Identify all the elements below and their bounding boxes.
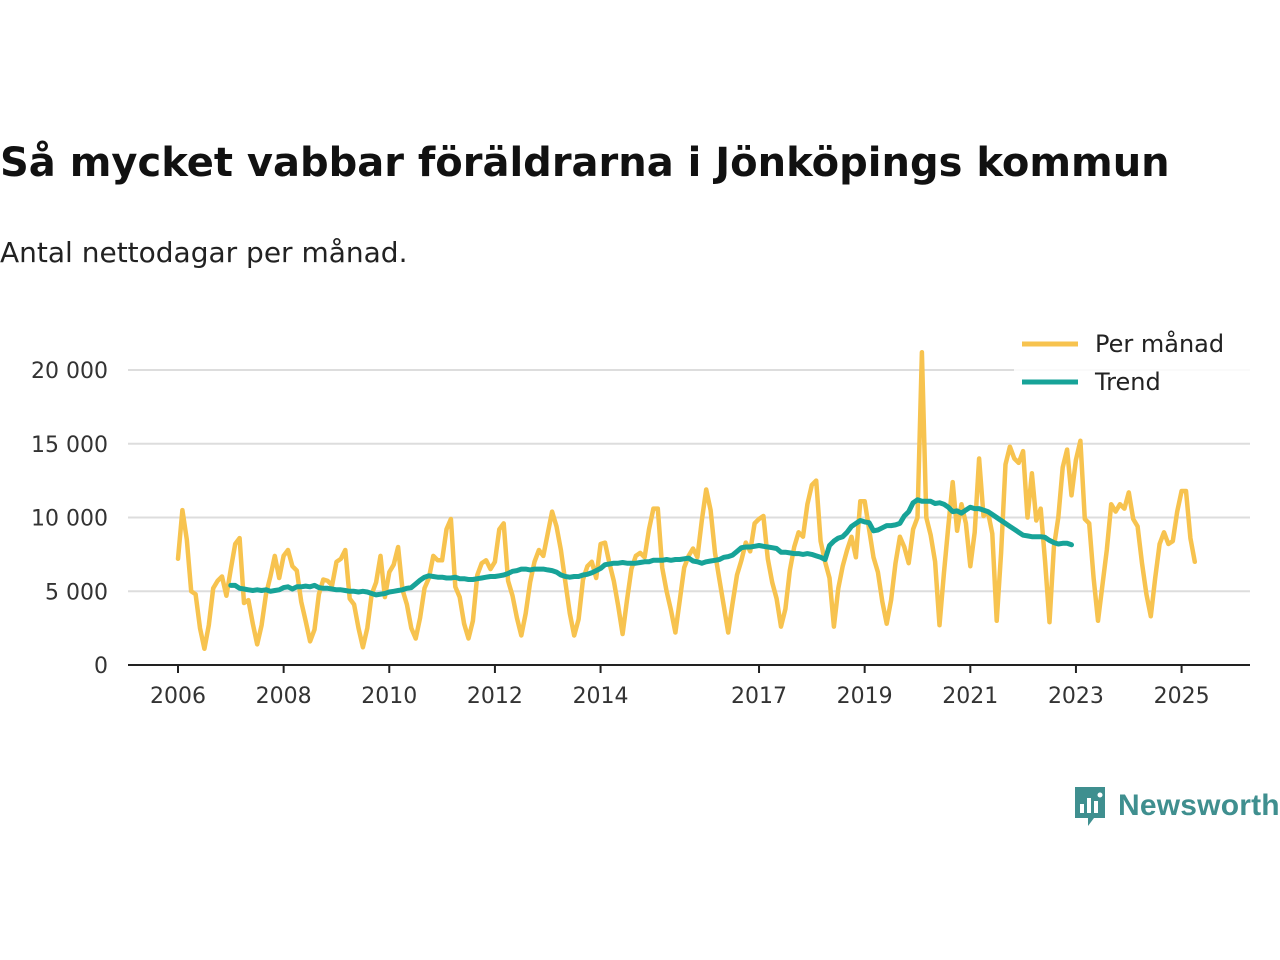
x-tick-label: 2017 <box>731 684 787 709</box>
axes: 0 5 000 10 000 15 000 20 000 2006 2008 2010 2012… <box>31 359 1250 709</box>
legend-background <box>1014 326 1250 406</box>
legend-label-per-manad: Per månad <box>1095 329 1224 358</box>
newsworthy-logo-text: Newsworthy <box>1118 789 1280 822</box>
newsworthy-logo-icon <box>1075 787 1105 826</box>
x-tick-label: 2014 <box>573 684 629 709</box>
y-tick-label: 15 000 <box>31 433 108 458</box>
x-tick-label: 2010 <box>361 684 417 709</box>
y-tick-label: 10 000 <box>31 507 108 532</box>
legend-label-trend: Trend <box>1094 368 1161 396</box>
chart-subtitle: Antal nettodagar per månad. <box>0 236 408 269</box>
x-tick-label: 2021 <box>942 684 998 709</box>
x-tick-label: 2019 <box>837 684 893 709</box>
x-tick-label: 2025 <box>1154 684 1210 709</box>
x-tick-label: 2006 <box>150 684 206 709</box>
newsworthy-logo: Newsworthy <box>1072 784 1280 828</box>
y-tick-label: 20 000 <box>31 359 108 384</box>
x-tick-label: 2023 <box>1048 684 1104 709</box>
y-tick-label: 0 <box>94 654 108 679</box>
y-tick-label: 5 000 <box>45 580 108 605</box>
legend: Per månad Trend <box>1014 326 1250 406</box>
chart-title: Så mycket vabbar föräldrarna i Jönköping… <box>0 140 1170 186</box>
x-tick-label: 2012 <box>467 684 523 709</box>
series-line-trend <box>228 497 1074 598</box>
series-line-per-manad <box>175 350 1198 652</box>
series-lines <box>175 350 1198 652</box>
x-tick-label: 2008 <box>256 684 312 709</box>
